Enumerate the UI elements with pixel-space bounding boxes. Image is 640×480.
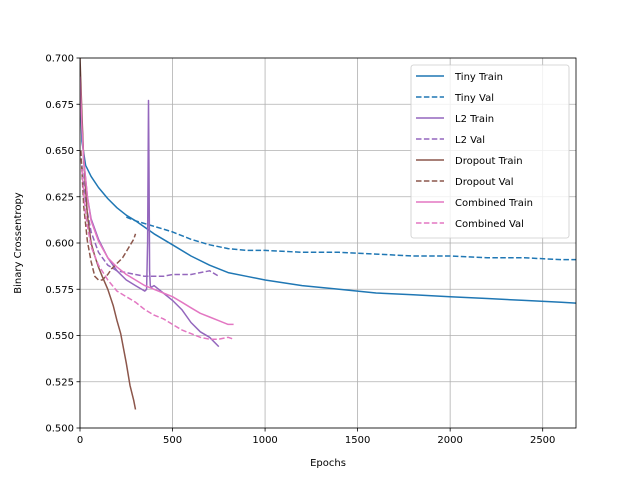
x-tick-label: 1000 [252,435,277,446]
legend-label-dropout-val: Dropout Val [455,177,514,188]
y-tick-label: 0.700 [45,54,74,65]
y-tick-label: 0.575 [45,285,74,296]
series-line-dropout-train [80,58,137,410]
y-tick-label: 0.550 [45,331,74,342]
y-axis-ticks: 0.500 0.525 0.550 0.575 0.600 0.625 0.650 0.675… [45,54,80,435]
legend-label-combined-val: Combined Val [455,219,524,230]
legend: Tiny Train Tiny Val L2 Train L2 Val Dropout … [410,64,570,239]
legend-box [410,64,570,239]
y-tick-label: 0.600 [45,239,74,250]
legend-label-l2-train: L2 Train [455,114,494,125]
plot-series [80,58,576,410]
series-line-l2-val [81,165,220,278]
series-line-combined-train [80,76,234,326]
legend-label-tiny-val: Tiny Val [454,93,494,104]
x-axis-label: Epochs [310,458,346,469]
y-tick-label: 0.500 [45,424,74,435]
series-line-dropout-val [80,150,137,281]
series-line-tiny-val [126,216,576,261]
y-tick-label: 0.625 [45,192,74,203]
series-line-tiny-train [80,76,576,304]
legend-label-l2-val: L2 Val [455,135,485,146]
legend-label-tiny-train: Tiny Train [454,72,503,83]
x-tick-label: 2500 [530,435,555,446]
x-tick-label: 2000 [437,435,462,446]
legend-label-combined-train: Combined Train [455,198,533,209]
x-tick-label: 0 [77,435,83,446]
y-tick-label: 0.675 [45,100,74,111]
legend-label-dropout-train: Dropout Train [455,156,523,167]
x-tick-label: 1500 [345,435,370,446]
y-tick-label: 0.650 [45,146,74,157]
y-tick-label: 0.525 [45,377,74,388]
x-axis-ticks: 0 500 1000 1500 2000 2500 [77,428,555,446]
y-axis-label: Binary Crossentropy [13,192,24,293]
x-tick-label: 500 [163,435,182,446]
series-line-combined-val [81,168,234,340]
